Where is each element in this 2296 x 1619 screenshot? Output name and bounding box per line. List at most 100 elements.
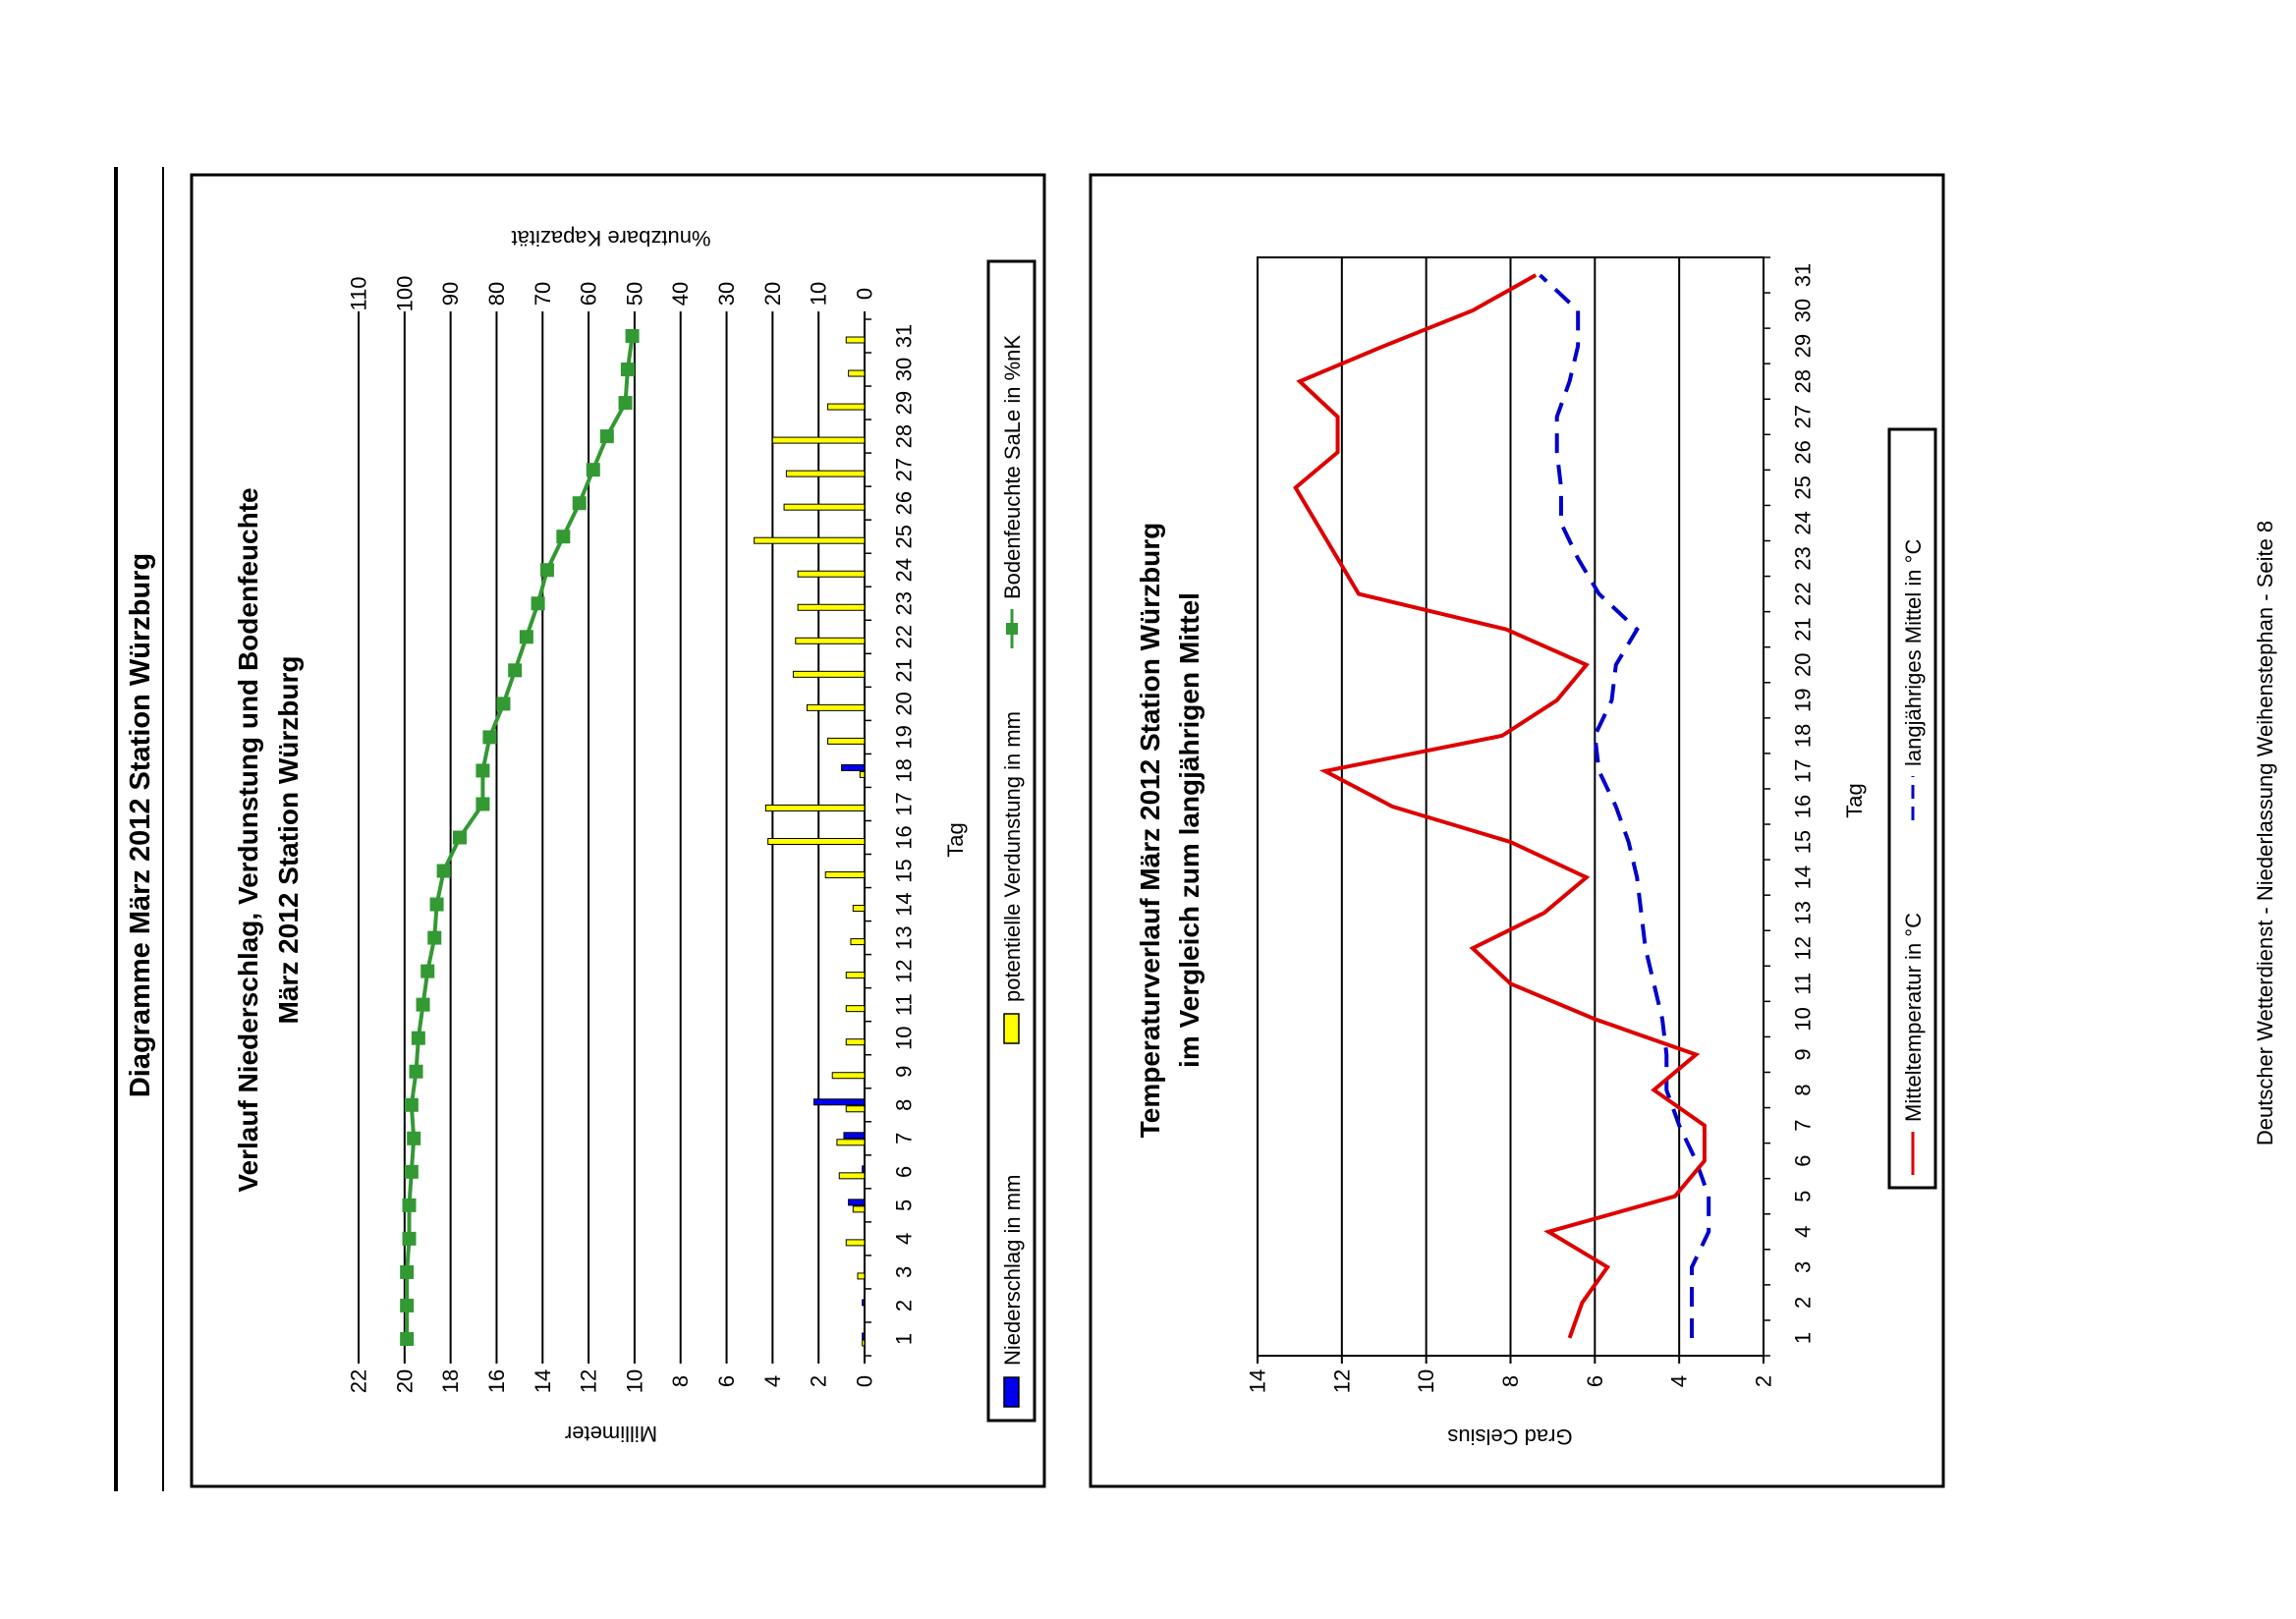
chart1-y2-tick-label: 90 bbox=[438, 282, 463, 306]
chart2-x-tick-label: 14 bbox=[1791, 865, 1816, 889]
chart1-soil-marker bbox=[625, 329, 640, 344]
chart1-evap-bar bbox=[845, 1239, 866, 1247]
chart1-y2-tick-label: 50 bbox=[622, 282, 646, 306]
page-title: Diagramme März 2012 Station Würzburg bbox=[125, 553, 156, 1097]
chart1-soil-marker bbox=[400, 1331, 415, 1346]
chart1-y-tick-label: 20 bbox=[392, 1369, 417, 1393]
chart2-x-tick-label: 27 bbox=[1791, 405, 1816, 428]
chart2-x-tick-label: 10 bbox=[1791, 1007, 1816, 1031]
chart1-plot-area: 0246810121416182022010203040506070809010… bbox=[347, 276, 917, 1394]
chart1-y-tick-label: 18 bbox=[438, 1369, 463, 1393]
chart2-x-tick-label: 5 bbox=[1791, 1191, 1816, 1202]
chart2-y-tick-label: 14 bbox=[1246, 1369, 1270, 1393]
legend-label-mean-temp: Mitteltemperatur in °C bbox=[1901, 913, 1926, 1122]
chart1-x-tick-label: 3 bbox=[892, 1266, 917, 1278]
chart1-y-tick-label: 0 bbox=[853, 1375, 877, 1387]
chart2-subtitle: im Vergleich zum langjährigen Mittel bbox=[1174, 592, 1204, 1068]
legend-label-longterm: langjähriges Mittel in °C bbox=[1901, 539, 1926, 766]
chart1-soil-marker bbox=[476, 797, 490, 811]
chart1-x-tick-label: 5 bbox=[892, 1200, 917, 1211]
chart1-x-tick-label: 11 bbox=[892, 993, 917, 1016]
chart1-x-tick-label: 25 bbox=[892, 525, 917, 548]
chart1-soil-marker bbox=[402, 1198, 417, 1212]
chart-precip-evap-soil: Verlauf Niederschlag, Verdunstung und Bo… bbox=[233, 226, 1036, 1446]
chart1-y-tick-label: 14 bbox=[531, 1369, 555, 1393]
chart2-x-tick-label: 11 bbox=[1791, 973, 1816, 995]
chart1-soil-marker bbox=[436, 864, 451, 878]
chart1-x-tick-label: 26 bbox=[892, 491, 917, 515]
chart1-y-tick-label: 12 bbox=[577, 1369, 601, 1393]
chart1-soil-marker bbox=[531, 596, 545, 611]
chart2-y-tick-label: 6 bbox=[1583, 1375, 1607, 1387]
chart1-evap-bar bbox=[845, 1038, 866, 1046]
chart1-title: Verlauf Niederschlag, Verdunstung und Bo… bbox=[233, 487, 263, 1192]
chart1-soil-marker bbox=[508, 663, 523, 678]
chart1-x-tick-label: 20 bbox=[892, 692, 917, 715]
chart1-y2-tick-label: 20 bbox=[760, 282, 785, 306]
chart2-y-tick-label: 2 bbox=[1752, 1375, 1776, 1387]
chart2-plot-area: 2468101214123456789101112131415161718192… bbox=[1246, 256, 1816, 1393]
chart1-soil-marker bbox=[416, 997, 430, 1012]
chart1-x-tick-label: 10 bbox=[892, 1026, 917, 1049]
chart1-ylabel: Millimeter bbox=[565, 1422, 657, 1446]
chart2-ylabel: Grad Celsius bbox=[1447, 1424, 1572, 1449]
chart1-soil-marker bbox=[482, 730, 497, 745]
chart1-evap-bar bbox=[857, 1272, 866, 1280]
chart1-evap-bar bbox=[783, 503, 866, 511]
chart1-x-tick-label: 21 bbox=[892, 658, 917, 682]
chart1-y-tick-label: 10 bbox=[622, 1369, 646, 1393]
chart1-x-tick-label: 2 bbox=[892, 1300, 917, 1312]
chart2-frame bbox=[1089, 173, 1945, 1488]
chart1-evap-bar bbox=[767, 838, 866, 845]
chart1-soil-marker bbox=[453, 830, 467, 845]
chart1-soil-marker bbox=[409, 1064, 423, 1079]
chart1-soil-marker bbox=[402, 1231, 417, 1246]
chart1-evap-bar bbox=[845, 1105, 866, 1113]
chart1-x-tick-label: 31 bbox=[892, 324, 917, 348]
legend-swatch-evap bbox=[1003, 1013, 1020, 1044]
chart2-mean-temp-line bbox=[1293, 273, 1707, 1339]
chart1-evap-bar bbox=[806, 703, 866, 711]
chart1-x-tick-label: 6 bbox=[892, 1166, 917, 1178]
legend-label-precip: Niederschlag in mm bbox=[1000, 1175, 1025, 1366]
chart1-x-tick-label: 19 bbox=[892, 725, 917, 749]
page-header: Diagramme März 2012 Station Würzburg bbox=[114, 167, 164, 1491]
chart1-soil-marker bbox=[519, 630, 533, 644]
chart2-x-tick-label: 26 bbox=[1791, 440, 1816, 464]
chart1-y2-tick-label: 30 bbox=[714, 282, 739, 306]
chart2-title: Temperaturverlauf März 2012 Station Würz… bbox=[1135, 523, 1165, 1139]
chart1-y2-tick-label: 80 bbox=[484, 282, 509, 306]
chart1-evap-bar bbox=[838, 1172, 866, 1180]
chart1-x-tick-label: 12 bbox=[892, 959, 917, 982]
chart1-soil-marker bbox=[427, 930, 442, 945]
chart2-x-tick-label: 19 bbox=[1791, 689, 1816, 712]
chart1-y2-tick-label: 60 bbox=[577, 282, 601, 306]
chart2-y-tick-label: 4 bbox=[1667, 1375, 1692, 1387]
chart2-longterm-line bbox=[1539, 273, 1711, 1338]
chart1-precip-bar bbox=[862, 1332, 866, 1340]
chart2-x-tick-label: 16 bbox=[1791, 795, 1816, 818]
chart2-x-tick-label: 28 bbox=[1791, 369, 1816, 393]
chart2-x-tick-label: 18 bbox=[1791, 724, 1816, 748]
chart2-y-tick-label: 10 bbox=[1414, 1369, 1438, 1393]
chart1-frame bbox=[190, 173, 1046, 1488]
chart2-x-tick-label: 3 bbox=[1791, 1261, 1816, 1273]
chart1-evap-bar bbox=[827, 737, 866, 745]
chart1-soil-marker bbox=[496, 697, 511, 711]
chart1-evap-bar bbox=[785, 470, 866, 477]
chart1-y-tick-label: 2 bbox=[807, 1375, 831, 1387]
chart1-evap-bar bbox=[831, 1072, 866, 1080]
chart1-y2-tick-label: 110 bbox=[347, 276, 371, 310]
chart2-x-tick-label: 25 bbox=[1791, 475, 1816, 499]
chart1-precip-bar bbox=[862, 1299, 866, 1307]
chart1-y2-tick-label: 40 bbox=[668, 282, 693, 306]
chart1-evap-bar bbox=[848, 369, 866, 377]
legend-marker-soil bbox=[1006, 623, 1018, 635]
chart1-x-tick-label: 1 bbox=[892, 1333, 917, 1345]
chart1-soil-marker bbox=[599, 429, 614, 444]
chart1-evap-bar bbox=[845, 972, 866, 979]
chart1-ylabel-right: %nutzbare Kapazität bbox=[511, 226, 710, 251]
chart1-x-tick-label: 17 bbox=[892, 792, 917, 815]
chart1-x-tick-label: 7 bbox=[892, 1133, 917, 1144]
